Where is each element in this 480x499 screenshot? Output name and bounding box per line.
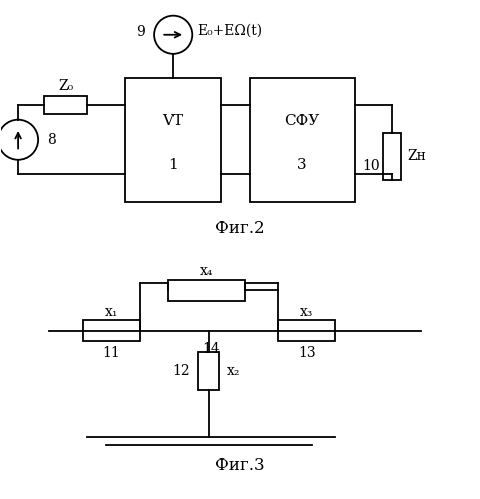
Circle shape [0, 120, 38, 160]
Text: 12: 12 [172, 364, 190, 378]
Bar [383, 133, 401, 180]
Text: 10: 10 [362, 159, 380, 173]
Text: 1: 1 [168, 158, 178, 172]
Bar [278, 320, 336, 341]
Text: 11: 11 [102, 346, 120, 360]
Bar [125, 78, 221, 202]
Text: Фиг.2: Фиг.2 [215, 220, 265, 237]
Text: 9: 9 [136, 25, 144, 39]
Text: Z₀: Z₀ [58, 79, 73, 93]
Text: VT: VT [163, 114, 184, 128]
Circle shape [154, 15, 192, 54]
Text: Фиг.3: Фиг.3 [215, 457, 265, 474]
Bar [250, 78, 355, 202]
Text: 3: 3 [297, 158, 307, 172]
Text: x₃: x₃ [300, 304, 313, 318]
Bar [83, 320, 140, 341]
Text: 13: 13 [298, 346, 316, 360]
Bar [44, 96, 87, 114]
Text: Zн: Zн [407, 149, 426, 164]
Text: 8: 8 [47, 133, 56, 147]
Text: x₄: x₄ [200, 264, 213, 278]
Text: 14: 14 [203, 342, 220, 356]
Text: СФУ: СФУ [285, 114, 320, 128]
Bar [168, 279, 245, 300]
Bar [199, 352, 219, 390]
Text: x₁: x₁ [105, 304, 118, 318]
Text: E₀+EΩ(t): E₀+EΩ(t) [197, 24, 262, 38]
Text: x₂: x₂ [227, 364, 240, 378]
